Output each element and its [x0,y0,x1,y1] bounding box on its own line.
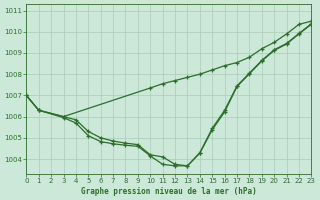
X-axis label: Graphe pression niveau de la mer (hPa): Graphe pression niveau de la mer (hPa) [81,187,257,196]
